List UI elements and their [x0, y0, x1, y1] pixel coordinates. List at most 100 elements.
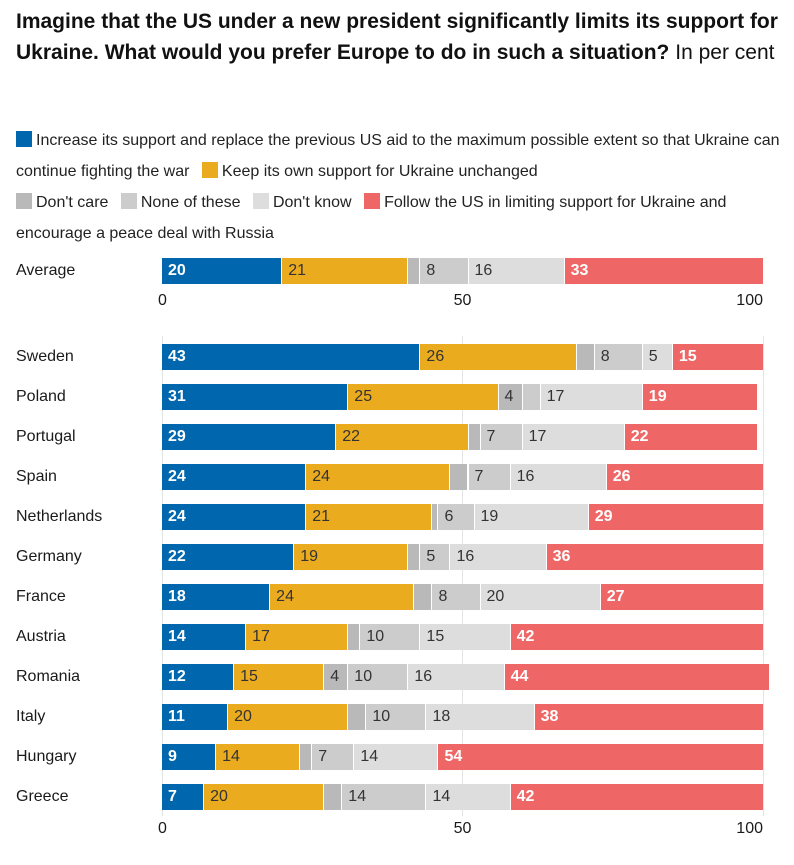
row-austria-value-label-5: 42 — [516, 628, 535, 645]
row-romania-value-label-5: 44 — [510, 668, 529, 685]
average-row-bar-don-t-care — [408, 258, 421, 284]
legend-swatch-follow-us — [364, 193, 381, 209]
row-spain-value-label-1: 24 — [312, 468, 331, 485]
row-hungary-bar-don-t-know — [354, 744, 439, 770]
row-greece-value-label-5: 42 — [516, 788, 535, 805]
row-austria-bar-keep-its-own-support-for — [246, 624, 349, 650]
row-germany-value-label-4: 16 — [456, 548, 475, 565]
row-sweden-bar-increase-its-support-and — [162, 344, 421, 370]
row-hungary-bar-none-of-these — [312, 744, 355, 770]
row-france-value-label-1: 24 — [276, 588, 294, 605]
row-greece-bar-increase-its-support-and — [162, 784, 205, 810]
row-austria-bar-don-t-care — [348, 624, 361, 650]
row-portugal-bar-keep-its-own-support-for — [336, 424, 469, 450]
row-sweden-value-label-3: 8 — [600, 348, 610, 365]
row-netherlands-value-label-1: 21 — [312, 508, 331, 525]
row-portugal-value-label-3: 7 — [486, 428, 496, 445]
row-portugal-bar-follow-the-us-in-limitin — [624, 424, 757, 450]
legend-swatch-keep — [201, 162, 218, 178]
average-row-bar-don-t-know — [468, 258, 565, 284]
row-netherlands-value-label-4: 19 — [480, 508, 499, 525]
row-romania-value-label-4: 16 — [414, 668, 433, 685]
row-italy-value-label-0: 11 — [168, 708, 185, 725]
row-netherlands-bar-don-t-care — [432, 504, 439, 530]
row-poland-label: Poland — [16, 388, 66, 405]
row-italy-value-label-3: 10 — [372, 708, 391, 725]
row-hungary-value-label-5: 54 — [444, 748, 463, 765]
row-romania-value-label-2: 4 — [330, 668, 340, 685]
row-romania-label: Romania — [16, 668, 81, 685]
row-france-bar-increase-its-support-and — [162, 584, 271, 610]
row-greece-bar-don-t-care — [324, 784, 343, 810]
row-austria-bar-follow-the-us-in-limitin — [510, 624, 763, 650]
row-france-value-label-4: 20 — [486, 588, 505, 605]
legend-label-increase: Increase its support and replace the pre… — [16, 132, 780, 180]
row-italy-value-label-1: 20 — [234, 708, 252, 725]
row-poland-bar-increase-its-support-and — [162, 384, 349, 410]
row-spain-label: Spain — [16, 468, 57, 485]
row-romania-value-label-3: 10 — [354, 668, 373, 685]
row-spain-value-label-5: 26 — [612, 468, 631, 485]
row-italy-bar-keep-its-own-support-for — [228, 704, 349, 730]
row-spain-bar-none-of-these — [468, 464, 511, 490]
row-italy-bar-don-t-know — [426, 704, 535, 730]
row-poland-value-label-4: 17 — [546, 388, 565, 405]
row-italy-value-label-5: 38 — [540, 708, 559, 725]
row-poland-value-label-2: 4 — [504, 388, 514, 405]
row-poland-bar-follow-the-us-in-limitin — [642, 384, 757, 410]
row-austria-value-label-0: 14 — [168, 628, 186, 645]
row-greece-value-label-1: 20 — [210, 788, 228, 805]
row-portugal-value-label-5: 22 — [630, 428, 649, 445]
row-sweden-bar-don-t-know — [642, 344, 673, 370]
row-germany-bar-increase-its-support-and — [162, 544, 295, 570]
row-spain-value-label-4: 16 — [516, 468, 535, 485]
row-portugal-value-label-0: 29 — [168, 428, 186, 445]
average-row-value-label-0: 20 — [168, 262, 186, 279]
row-netherlands-bar-don-t-know — [474, 504, 589, 530]
row-sweden-bar-none-of-these — [594, 344, 643, 370]
row-greece-value-label-0: 7 — [168, 788, 177, 805]
legend-label-none: None of these — [140, 194, 241, 211]
row-romania-bar-follow-the-us-in-limitin — [504, 664, 769, 690]
legend-item-none: None of these — [120, 193, 241, 211]
row-spain-bar-keep-its-own-support-for — [306, 464, 451, 490]
row-poland-bar-don-t-care — [498, 384, 523, 410]
row-hungary-value-label-0: 9 — [168, 748, 177, 765]
row-netherlands-bar-increase-its-support-and — [162, 504, 307, 530]
row-italy-value-label-4: 18 — [432, 708, 451, 725]
row-austria-value-label-1: 17 — [252, 628, 270, 645]
row-austria-value-label-3: 10 — [366, 628, 385, 645]
legend-label-dont-care: Don't care — [36, 194, 109, 211]
row-romania-bar-increase-its-support-and — [162, 664, 235, 690]
row-italy-bar-don-t-care — [348, 704, 367, 730]
row-greece-value-label-3: 14 — [348, 788, 367, 805]
row-germany-bar-follow-the-us-in-limitin — [546, 544, 763, 570]
average-row-bar-keep-its-own-support-for — [282, 258, 409, 284]
gridline-100 — [762, 336, 764, 816]
row-netherlands-value-label-0: 24 — [168, 508, 186, 525]
row-portugal-bar-don-t-know — [522, 424, 625, 450]
row-greece-bar-none-of-these — [342, 784, 427, 810]
row-portugal-bar-none-of-these — [480, 424, 523, 450]
row-germany-value-label-1: 19 — [300, 548, 319, 565]
row-spain-bar-don-t-care — [450, 464, 469, 490]
average-row-value-label-1: 21 — [288, 262, 306, 279]
row-netherlands-value-label-3: 6 — [444, 508, 454, 525]
row-sweden-label: Sweden — [16, 348, 74, 365]
chart-unit: In per cent — [675, 41, 775, 64]
row-sweden-value-label-0: 43 — [168, 348, 186, 365]
row-greece-label: Greece — [16, 788, 69, 805]
row-germany-bar-keep-its-own-support-for — [294, 544, 409, 570]
row-france-bar-keep-its-own-support-for — [270, 584, 415, 610]
average-row-label: Average — [16, 262, 76, 279]
average-row-bar-increase-its-support-and — [162, 258, 283, 284]
average-row-bar-follow-the-us-in-limitin — [564, 258, 763, 284]
row-portugal-value-label-4: 17 — [528, 428, 547, 445]
row-romania-bar-none-of-these — [348, 664, 409, 690]
legend-item-keep: Keep its own support for Ukraine unchang… — [201, 162, 538, 180]
chart-title-text: Imagine that the US under a new presiden… — [16, 10, 778, 64]
row-italy-bar-follow-the-us-in-limitin — [534, 704, 763, 730]
legend-label-keep: Keep its own support for Ukraine unchang… — [221, 163, 538, 180]
row-germany-bar-none-of-these — [420, 544, 451, 570]
row-netherlands-label: Netherlands — [16, 508, 103, 525]
